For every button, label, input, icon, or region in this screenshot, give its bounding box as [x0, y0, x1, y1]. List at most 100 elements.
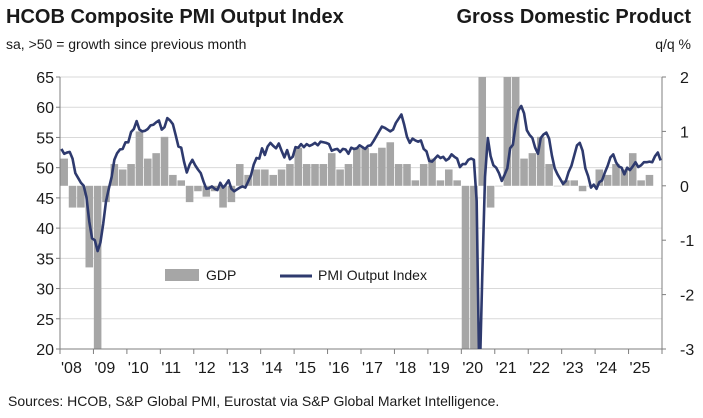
source-note: Sources: HCOB, S&P Global PMI, Eurostat …: [8, 393, 500, 409]
x-tick-label-2013: '13: [228, 360, 249, 377]
gdp-bar-2008Q3: [77, 185, 85, 208]
gdp-bar-2016Q1: [327, 153, 336, 186]
gdp-bar-2015Q4: [319, 164, 328, 186]
gdp-bar-2017Q4: [386, 142, 395, 186]
gdp-bar-2019Q2: [436, 180, 445, 186]
left-tick-label-60: 60: [36, 100, 54, 117]
gdp-bar-2010Q3: [144, 158, 152, 186]
gdp-bar-2021Q1: [495, 185, 503, 187]
x-tick-label-2014: '14: [262, 360, 283, 377]
right-tick-label--2: -2: [680, 288, 694, 305]
legend-gdp-label: GDP: [206, 267, 236, 283]
right-tick-label-2: 2: [680, 70, 689, 87]
right-tick-label--1: -1: [680, 233, 694, 250]
left-tick-label-45: 45: [36, 191, 54, 208]
legend-pmi-label: PMI Output Index: [318, 267, 427, 283]
gdp-bar-2011Q3: [177, 180, 186, 186]
gdp-bar-2018Q1: [394, 164, 403, 186]
axes: 20 25 30 35 40 45 50 55 60 65 -3 -2 -1 0 1 2 '08 '09 '10 '1…: [36, 70, 694, 377]
gdp-bar-2022Q2: [536, 136, 545, 186]
gdp-bar-2019Q1: [428, 158, 436, 186]
gdp-bar-2024Q2: [603, 174, 612, 186]
gdp-bars: [60, 77, 654, 349]
left-tick-label-25: 25: [36, 312, 54, 329]
gdp-bar-2016Q2: [336, 169, 344, 186]
gdp-bar-2012Q2: [202, 185, 211, 197]
gdp-bar-2019Q3: [445, 169, 453, 186]
gdp-bar-2018Q2: [403, 164, 411, 186]
x-tick-label-2008: '08: [61, 360, 82, 377]
chart-subtitle: sa, >50 = growth since previous month: [6, 36, 247, 52]
pmi-line-group: [60, 104, 662, 349]
gdp-bar-2009Q3: [110, 164, 119, 186]
legend-gdp-swatch: [165, 269, 199, 281]
gdp-bar-2015Q1: [294, 147, 303, 186]
gdp-bar-2022Q3: [545, 164, 553, 186]
right-axis-title: Gross Domestic Product: [456, 6, 691, 28]
gdp-bar-2016Q4: [353, 147, 361, 186]
gdp-bar-2015Q3: [311, 164, 319, 186]
gdp-bar-2011Q1: [160, 136, 169, 186]
pmi-line: [60, 104, 662, 349]
gdp-bar-2018Q3: [411, 180, 420, 186]
gdp-bar-2020Q1: [461, 185, 470, 349]
x-tick-label-2022: '22: [529, 360, 550, 377]
gdp-bar-2008Q1: [60, 158, 68, 186]
x-tick-label-2024: '24: [596, 360, 617, 377]
gdp-bar-2023Q2: [570, 180, 578, 186]
right-tick-label-1: 1: [680, 124, 689, 141]
gdp-bar-2009Q1: [93, 185, 102, 349]
gdp-bar-2010Q2: [135, 131, 144, 186]
gdp-bar-2022Q4: [553, 185, 562, 187]
x-tick-label-2017: '17: [362, 360, 383, 377]
gdp-bar-2008Q2: [68, 185, 77, 208]
gdp-bar-2014Q1: [261, 169, 269, 186]
x-tick-label-2025: '25: [630, 360, 651, 377]
gdp-bar-2014Q3: [277, 169, 286, 186]
right-tick-label-0: 0: [680, 179, 689, 196]
x-tick-label-2011: '11: [161, 360, 181, 377]
gdp-bar-2014Q4: [286, 164, 294, 186]
gdp-bar-2017Q3: [378, 147, 386, 186]
gdp-bar-2021Q4: [520, 158, 528, 186]
x-tick-label-2019: '19: [429, 360, 450, 377]
gdp-bar-2012Q1: [194, 185, 202, 192]
gdp-bar-2024Q3: [612, 164, 620, 186]
gdp-bar-2009Q4: [118, 169, 127, 186]
gdp-bar-2011Q2: [169, 174, 177, 186]
left-tick-label-20: 20: [36, 342, 54, 359]
gdp-bar-2013Q2: [235, 164, 244, 186]
left-tick-label-35: 35: [36, 251, 54, 268]
x-tick-label-2012: '12: [195, 360, 216, 377]
chart-title: HCOB Composite PMI Output Index: [6, 6, 344, 28]
gdp-bar-2025Q1: [628, 153, 637, 186]
gdp-bar-2018Q4: [419, 164, 428, 186]
x-tick-label-2016: '16: [329, 360, 350, 377]
right-axis-unit: q/q %: [655, 36, 691, 52]
gdp-bar-2019Q4: [453, 180, 461, 186]
gdp-bar-2021Q2: [503, 77, 512, 186]
gdp-bar-2023Q3: [578, 185, 587, 192]
gdp-bar-2023Q1: [562, 180, 570, 186]
gdp-bar-2025Q2: [637, 180, 645, 186]
gdp-bar-2020Q3: [478, 77, 487, 186]
gdp-bar-2024Q1: [595, 169, 604, 186]
x-tick-label-2009: '09: [94, 360, 115, 377]
x-tick-label-2020: '20: [462, 360, 483, 377]
x-tick-label-2015: '15: [295, 360, 316, 377]
gdp-bar-2017Q2: [369, 153, 378, 186]
gdp-bar-2010Q4: [152, 153, 160, 186]
gdp-bar-2024Q4: [620, 169, 629, 186]
gdp-bar-2020Q2: [470, 185, 478, 349]
gdp-bar-2017Q1: [361, 147, 369, 186]
gdp-bar-2009Q2: [102, 185, 110, 203]
gdp-bar-2011Q4: [185, 185, 194, 203]
gdp-bar-2020Q4: [486, 185, 495, 208]
gdp-bar-2013Q1: [227, 185, 236, 203]
left-tick-label-50: 50: [36, 161, 54, 178]
x-tick-label-2018: '18: [395, 360, 416, 377]
gdp-bar-2016Q3: [344, 164, 353, 186]
gdp-bar-2015Q2: [302, 164, 311, 186]
x-tick-label-2010: '10: [128, 360, 149, 377]
